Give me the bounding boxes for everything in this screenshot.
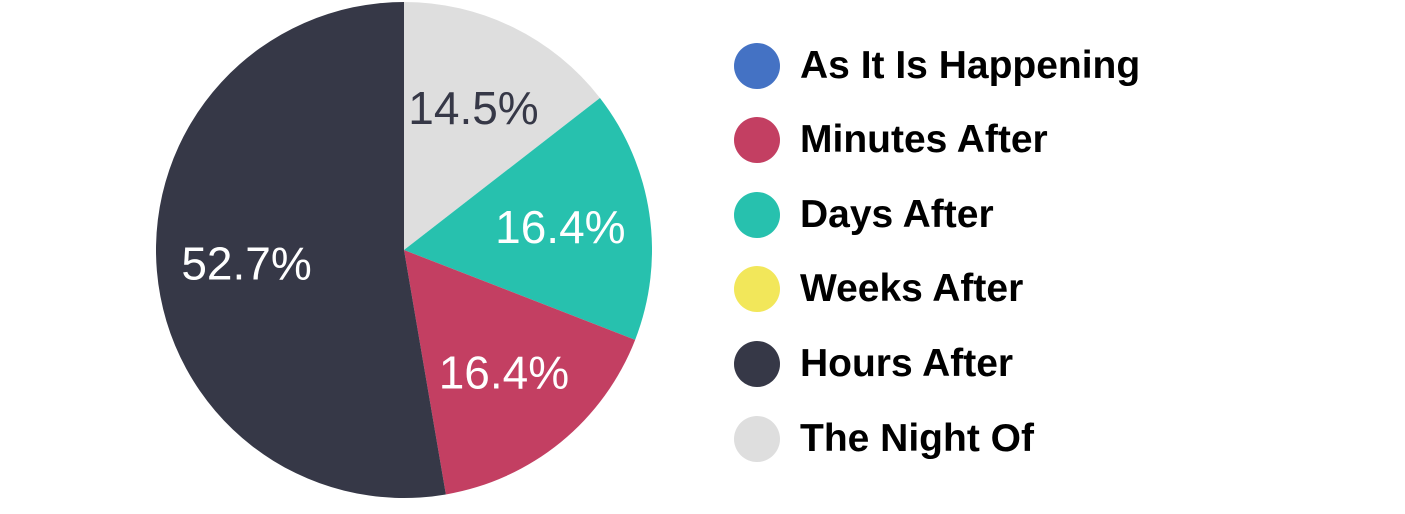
legend-swatch-days-after	[734, 192, 780, 238]
pie-slice-the-night-of	[404, 2, 600, 250]
legend-item-weeks-after: Weeks After	[734, 266, 1023, 312]
legend-swatch-hours-after	[734, 341, 780, 387]
legend-label-as-it-is-happening: As It Is Happening	[800, 44, 1141, 87]
pie-slice-days-after	[404, 97, 652, 340]
legend-item-days-after: Days After	[734, 192, 994, 238]
legend-label-weeks-after: Weeks After	[800, 267, 1024, 310]
pie-label-minutes-after: 16.4%	[439, 346, 569, 398]
legend-swatch-weeks-after	[734, 266, 780, 312]
pie-slice-hours-after	[155, 2, 446, 499]
legend-item-minutes-after: Minutes After	[734, 117, 1048, 163]
pie-label-days-after: 16.4%	[495, 201, 625, 253]
legend-item-hours-after: Hours After	[734, 341, 1013, 387]
legend-swatch-minutes-after	[734, 117, 780, 163]
legend-label-minutes-after: Minutes After	[800, 118, 1048, 161]
pie-label-the-night-of: 14.5%	[408, 82, 538, 134]
legend-swatch-the-night-of	[734, 416, 780, 462]
pie-label-hours-after: 52.7%	[181, 237, 311, 289]
legend-swatch-as-it-is-happening	[734, 43, 780, 89]
legend-item-as-it-is-happening: As It Is Happening	[734, 43, 1140, 89]
legend-label-hours-after: Hours After	[800, 342, 1014, 385]
legend-label-days-after: Days After	[800, 193, 994, 236]
legend-label-the-night-of: The Night Of	[800, 417, 1034, 460]
pie-chart: 14.5% 16.4% 16.4% 52.7%	[155, 2, 652, 499]
legend-item-the-night-of: The Night Of	[734, 416, 1034, 462]
pie-slice-minutes-after	[404, 250, 636, 495]
